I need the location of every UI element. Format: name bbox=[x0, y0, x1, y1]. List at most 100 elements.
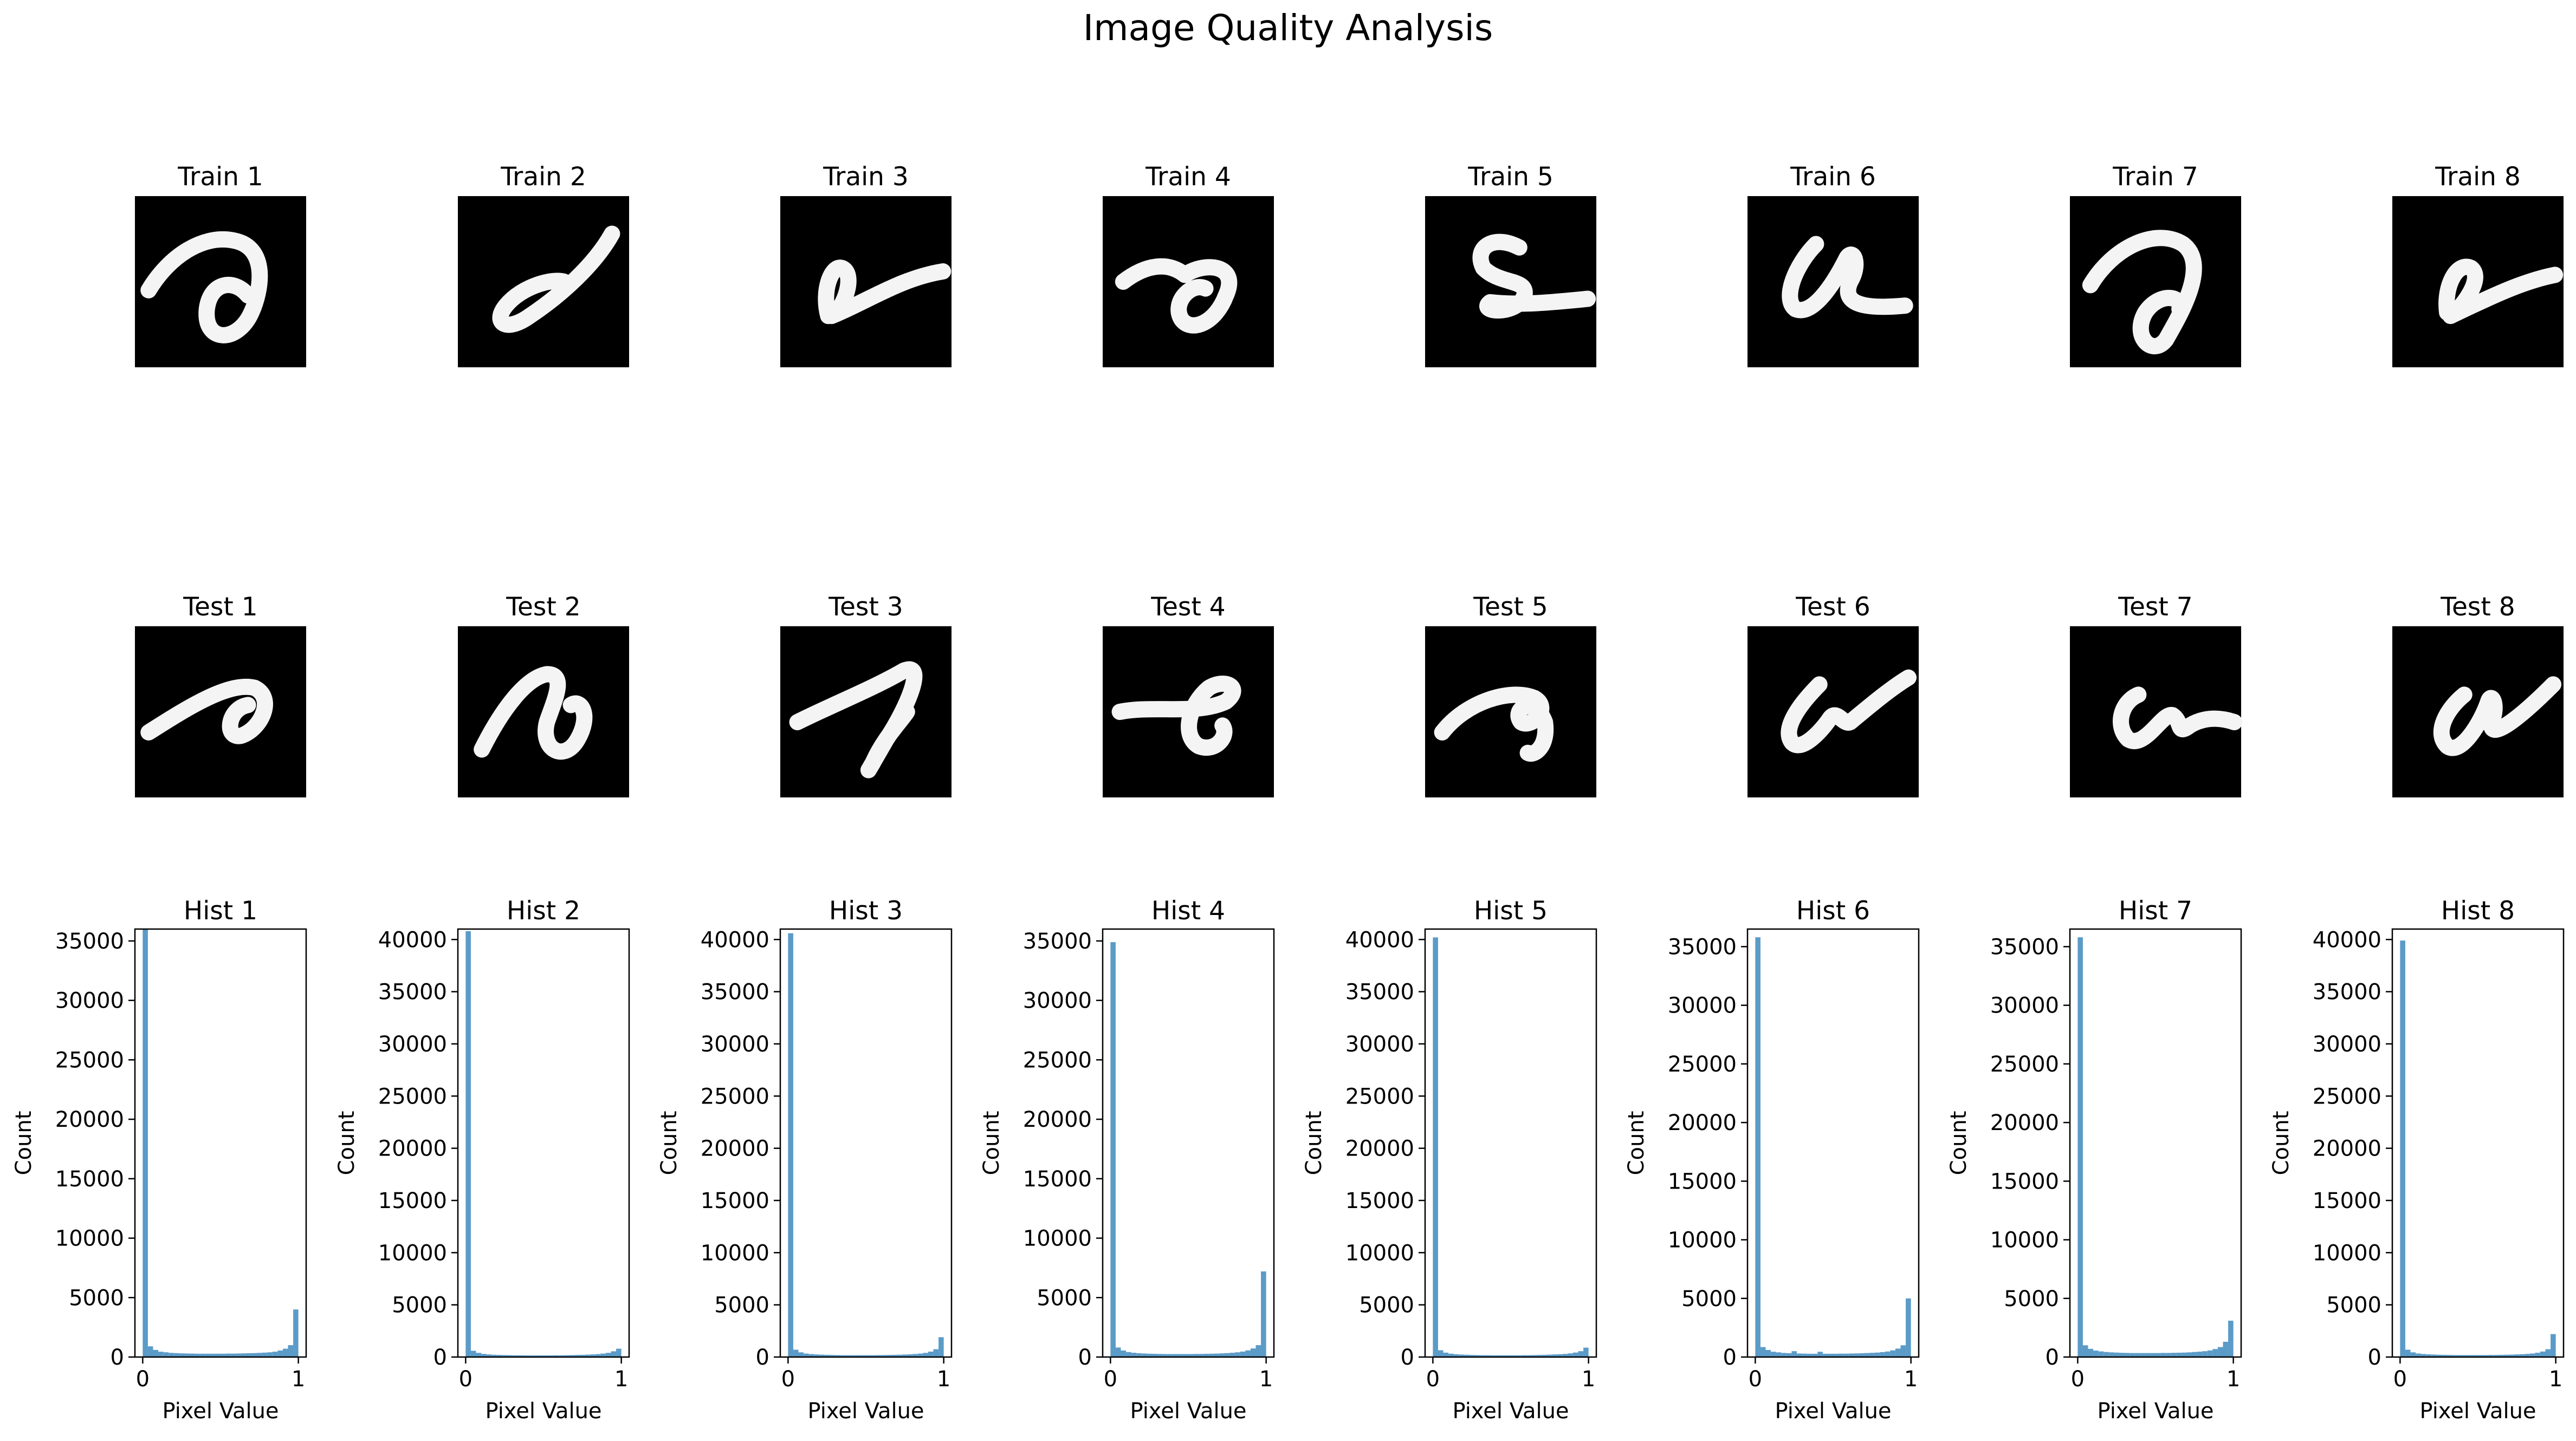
histogram-bar bbox=[163, 1352, 169, 1357]
test-image-title: Test 2 bbox=[506, 592, 580, 622]
histogram-bar bbox=[1890, 1350, 1895, 1357]
test-digit-stroke bbox=[1434, 686, 1554, 762]
histogram-bar bbox=[548, 1355, 554, 1357]
histogram-bar bbox=[272, 1352, 278, 1357]
histogram-bar bbox=[1245, 1350, 1251, 1357]
histogram-bar bbox=[2525, 1354, 2530, 1357]
x-tick-label: 0 bbox=[2393, 1367, 2407, 1392]
test-image-panel: Test 5 bbox=[1425, 592, 1596, 797]
histogram-bar bbox=[897, 1354, 903, 1357]
x-axis-label: Pixel Value bbox=[1130, 1399, 1246, 1424]
histogram-bar bbox=[2410, 1352, 2416, 1357]
histogram-bar bbox=[2150, 1353, 2156, 1357]
y-tick-label: 25000 bbox=[55, 1048, 124, 1073]
histogram-bar bbox=[502, 1355, 507, 1357]
y-tick-label: 25000 bbox=[1990, 1052, 2059, 1077]
histogram-bar bbox=[1854, 1353, 1859, 1357]
y-tick-label: 35000 bbox=[1668, 934, 1737, 959]
histogram-bar bbox=[855, 1355, 861, 1357]
y-axis-label: Count bbox=[11, 1111, 36, 1176]
y-tick-label: 10000 bbox=[55, 1226, 124, 1251]
histogram-title: Hist 5 bbox=[1474, 896, 1548, 926]
train-image-panel: Train 5 bbox=[1425, 162, 1596, 367]
histogram-bar bbox=[1131, 1353, 1137, 1357]
histogram-panel: Hist 7 0 5000 10000 15000 20000 25000 30000 3500… bbox=[1946, 896, 2242, 1424]
histogram-bar bbox=[1157, 1354, 1163, 1357]
y-tick-label: 30000 bbox=[701, 1032, 769, 1057]
histogram-bar bbox=[2400, 940, 2405, 1357]
histogram-bar bbox=[1147, 1353, 1152, 1357]
histogram-bar bbox=[891, 1354, 897, 1357]
histogram-bar bbox=[1162, 1354, 1168, 1357]
histogram-bar bbox=[2098, 1351, 2104, 1357]
histogram-bar bbox=[605, 1353, 611, 1357]
figure-title: Image Quality Analysis bbox=[1083, 7, 1493, 49]
y-tick-label: 5000 bbox=[714, 1293, 769, 1318]
histogram-bar bbox=[1136, 1353, 1142, 1357]
x-tick-label: 0 bbox=[1749, 1367, 1762, 1392]
histogram-bar bbox=[2156, 1353, 2161, 1357]
histogram-bar bbox=[470, 1351, 476, 1357]
histogram-bar bbox=[241, 1353, 247, 1357]
histogram-bar bbox=[257, 1353, 262, 1357]
histogram-panel: Hist 8 0 5000 10000 15000 20000 25000 30000 3500… bbox=[2269, 896, 2565, 1424]
histogram-title: Hist 6 bbox=[1796, 896, 1870, 926]
histogram-bar bbox=[2093, 1351, 2099, 1357]
histogram-bar bbox=[2212, 1349, 2218, 1357]
y-tick-label: 40000 bbox=[2313, 927, 2381, 952]
histogram-bar bbox=[1807, 1353, 1813, 1357]
histogram-panel: Hist 4 0 5000 10000 15000 20000 25000 30000 3500… bbox=[979, 896, 1275, 1424]
y-tick-label: 10000 bbox=[1345, 1241, 1414, 1265]
y-axis-label: Count bbox=[1624, 1111, 1649, 1176]
train-digit-stroke bbox=[492, 225, 620, 333]
y-tick-label: 0 bbox=[1078, 1345, 1092, 1370]
histogram-bar bbox=[522, 1355, 528, 1357]
histogram-bar bbox=[1900, 1345, 1906, 1357]
histogram-bar bbox=[147, 1346, 153, 1357]
test-digit-stroke bbox=[140, 678, 273, 744]
histogram-bar bbox=[2171, 1353, 2177, 1357]
histogram-bar bbox=[1474, 1355, 1480, 1357]
histogram-bar bbox=[1526, 1355, 1532, 1357]
histogram-bar bbox=[1781, 1353, 1787, 1357]
histogram-bar bbox=[2217, 1347, 2223, 1357]
histogram-bar bbox=[1225, 1353, 1230, 1357]
y-tick-label: 20000 bbox=[701, 1137, 769, 1161]
histogram-bar bbox=[2519, 1354, 2525, 1357]
histogram-bar bbox=[486, 1354, 492, 1357]
histogram-bar bbox=[866, 1355, 871, 1357]
histogram-bar bbox=[840, 1355, 845, 1357]
histogram-title: Hist 8 bbox=[2441, 896, 2515, 926]
histogram-bar bbox=[277, 1350, 283, 1357]
histogram-bar bbox=[2545, 1349, 2551, 1357]
histogram-bar bbox=[912, 1354, 918, 1357]
histogram-bar bbox=[1880, 1352, 1885, 1357]
histogram-bar bbox=[2077, 937, 2083, 1357]
histogram-bar bbox=[1906, 1298, 1911, 1357]
histogram-bar bbox=[1822, 1353, 1828, 1357]
histogram-bar bbox=[1802, 1353, 1808, 1357]
histogram-bar bbox=[267, 1352, 273, 1357]
x-axis-label: Pixel Value bbox=[1452, 1399, 1569, 1424]
histogram-bar bbox=[1167, 1354, 1173, 1357]
histogram-bar bbox=[2223, 1341, 2229, 1357]
y-tick-label: 0 bbox=[1723, 1345, 1737, 1370]
histogram-bar bbox=[2140, 1353, 2145, 1357]
histogram-bar bbox=[1828, 1353, 1833, 1357]
histogram-bar bbox=[2166, 1353, 2171, 1357]
y-tick-label: 25000 bbox=[378, 1084, 447, 1109]
test-digit-stroke bbox=[2433, 676, 2561, 756]
histogram-bar bbox=[1791, 1351, 1797, 1357]
y-tick-label: 20000 bbox=[1345, 1137, 1414, 1161]
histogram-bar bbox=[928, 1351, 934, 1357]
histogram-bar bbox=[1121, 1350, 1127, 1357]
histogram-bar bbox=[554, 1355, 559, 1357]
train-image-title: Train 8 bbox=[2435, 162, 2521, 192]
histogram-bar bbox=[1572, 1352, 1578, 1357]
histogram-bar bbox=[1755, 937, 1761, 1357]
x-tick-label: 1 bbox=[1259, 1367, 1273, 1392]
histogram-bar bbox=[2124, 1353, 2130, 1357]
histogram-panel: Hist 5 0 5000 10000 15000 20000 25000 30000 3500… bbox=[1302, 896, 1597, 1424]
y-tick-label: 15000 bbox=[378, 1189, 447, 1213]
histogram-bar bbox=[1495, 1355, 1500, 1357]
